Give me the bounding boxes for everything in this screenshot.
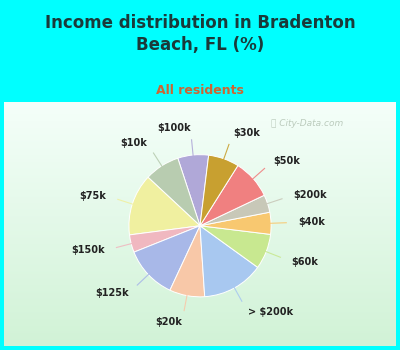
Wedge shape [178, 155, 209, 226]
Text: All residents: All residents [156, 84, 244, 97]
Wedge shape [200, 155, 238, 226]
Text: > $200k: > $200k [248, 307, 293, 316]
Text: $40k: $40k [298, 217, 325, 228]
Text: $60k: $60k [291, 257, 318, 267]
Text: $100k: $100k [157, 123, 190, 133]
Wedge shape [200, 195, 270, 226]
Wedge shape [200, 212, 271, 234]
Text: $75k: $75k [80, 191, 106, 201]
Wedge shape [134, 226, 200, 290]
Text: $50k: $50k [273, 156, 300, 166]
Text: $30k: $30k [233, 128, 260, 138]
Text: $10k: $10k [120, 138, 147, 148]
Text: $125k: $125k [95, 288, 129, 298]
Wedge shape [129, 177, 200, 235]
Wedge shape [170, 226, 205, 297]
Text: $150k: $150k [72, 245, 105, 256]
Wedge shape [148, 158, 200, 226]
Wedge shape [200, 226, 258, 297]
Text: $20k: $20k [155, 317, 182, 327]
Text: $200k: $200k [293, 190, 327, 200]
Wedge shape [130, 226, 200, 252]
Wedge shape [200, 226, 270, 267]
Text: Income distribution in Bradenton
Beach, FL (%): Income distribution in Bradenton Beach, … [45, 14, 355, 54]
Text: ⓘ City-Data.com: ⓘ City-Data.com [270, 119, 343, 128]
Wedge shape [200, 166, 264, 226]
